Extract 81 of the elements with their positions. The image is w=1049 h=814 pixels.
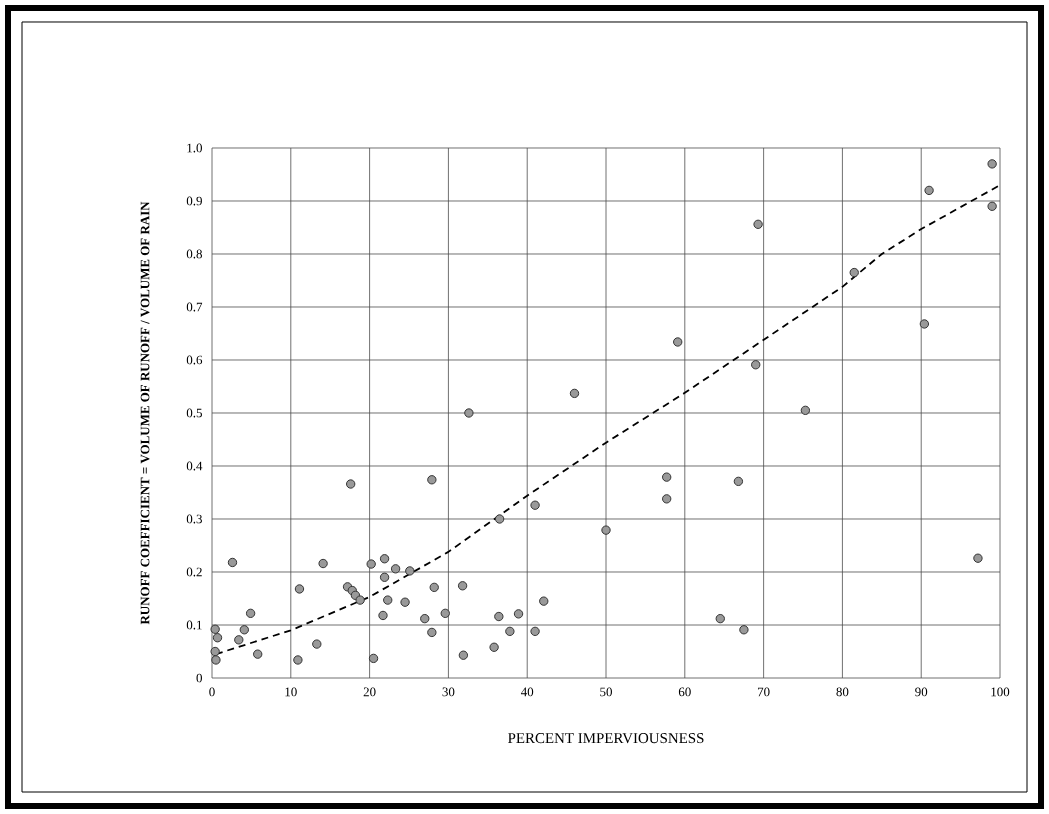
x-tick-label: 40	[520, 687, 534, 697]
point	[539, 596, 549, 606]
point	[973, 553, 983, 563]
point	[379, 554, 390, 564]
point	[458, 650, 469, 660]
point	[494, 514, 505, 524]
point	[355, 595, 365, 605]
point	[530, 500, 540, 510]
x-axis-title: PERCENT IMPERVIOUSNESS	[508, 733, 704, 744]
point	[924, 185, 934, 196]
point	[368, 653, 379, 664]
point	[733, 476, 744, 487]
point	[227, 557, 238, 568]
x-tick-label: 30	[442, 687, 455, 697]
x-tick-label: 80	[836, 687, 849, 697]
point	[293, 655, 303, 665]
point	[312, 639, 322, 649]
point	[800, 405, 811, 416]
point	[420, 613, 430, 624]
point	[673, 337, 683, 347]
point	[210, 646, 220, 657]
point	[715, 613, 725, 624]
point	[239, 625, 249, 635]
point	[513, 609, 524, 619]
point	[253, 649, 263, 659]
y-axis-title: RUNOFF COEFFICIENT = VOLUME OF RUNOFF / VOLUME OF RAIN	[140, 201, 150, 625]
point	[440, 608, 450, 619]
y-tick-label: 0.4	[186, 461, 203, 471]
point	[245, 608, 256, 619]
y-tick-label: 0	[196, 673, 202, 683]
point	[210, 624, 220, 634]
y-tick-label: 0.8	[186, 249, 202, 259]
point	[987, 201, 997, 211]
x-tick-label: 50	[600, 687, 612, 697]
point	[505, 626, 515, 637]
point	[751, 360, 761, 370]
point	[662, 472, 672, 482]
point	[346, 479, 356, 489]
point	[753, 219, 763, 229]
point	[212, 633, 223, 643]
x-tick-label: 60	[678, 687, 691, 697]
point	[849, 267, 859, 278]
point	[919, 319, 930, 329]
x-tick-label: 20	[363, 687, 376, 697]
x-tick-label: 70	[757, 687, 770, 697]
x-tick-label: 90	[915, 687, 928, 697]
y-tick-label: 1.0	[187, 143, 202, 153]
point	[400, 597, 410, 607]
y-tick-label: 0.3	[186, 514, 202, 524]
y-tick-label: 0.5	[186, 408, 202, 418]
y-tick-label: 0.2	[186, 567, 202, 577]
point	[987, 159, 997, 169]
y-tick-label: 0.7	[186, 302, 203, 312]
point	[489, 642, 499, 652]
x-tick-label: 100	[991, 687, 1010, 697]
point	[383, 595, 393, 605]
point	[530, 626, 540, 637]
point	[405, 566, 415, 576]
point	[569, 388, 580, 399]
point	[464, 408, 474, 418]
point	[739, 625, 749, 635]
point	[390, 564, 401, 574]
point	[378, 610, 388, 621]
y-tick-label: 0.9	[186, 196, 202, 206]
point	[601, 525, 611, 535]
x-tick-label: 10	[285, 687, 297, 697]
point	[294, 584, 305, 594]
y-tick-label: 0.6	[186, 355, 203, 365]
point	[366, 559, 376, 569]
point	[318, 558, 328, 569]
point	[427, 627, 437, 638]
point	[211, 655, 221, 665]
point	[494, 611, 504, 622]
x-tick-label: 0	[209, 687, 215, 697]
point	[662, 494, 672, 504]
point	[427, 475, 437, 485]
y-tick-label: 0.1	[186, 620, 202, 630]
point	[429, 582, 439, 593]
point	[234, 635, 244, 645]
point	[457, 581, 468, 591]
point	[379, 572, 390, 582]
